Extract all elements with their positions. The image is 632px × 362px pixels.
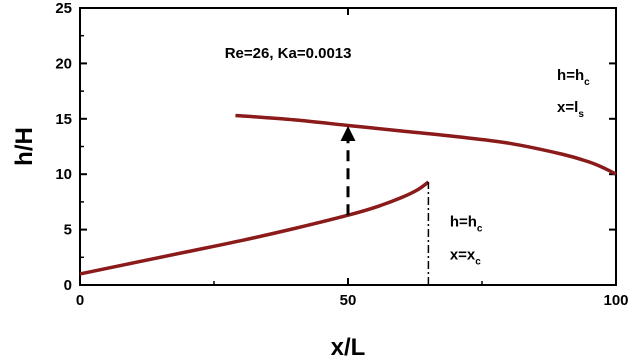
lower-annotation-line1-main: h=h <box>450 213 477 230</box>
lower-annotation-line2-main: x=x <box>450 246 476 263</box>
parameters-annotation: Re=26, Ka=0.0013 <box>225 45 352 62</box>
x-tick-label: 100 <box>603 292 628 309</box>
y-axis-label: h/H <box>11 127 38 166</box>
upper-annotation-line2-sub: s <box>578 109 584 120</box>
lower-annotation-line1-sub: c <box>477 223 483 234</box>
series-line-2 <box>235 113 617 176</box>
svg-text:h=hc: h=hc <box>557 67 590 88</box>
lower-annotation-line2-sub: c <box>475 256 481 267</box>
svg-text:x=ls: x=ls <box>557 99 584 120</box>
upper-annotation-line2-main: x=l <box>557 99 578 116</box>
y-tick-label: 0 <box>64 277 72 294</box>
upper-annotation-line1-main: h=h <box>557 67 584 84</box>
svg-text:x=xc: x=xc <box>450 246 481 267</box>
x-tick-label: 0 <box>76 292 84 309</box>
x-axis-ticks: 0 50 100 <box>76 8 629 309</box>
y-tick-label: 20 <box>55 55 72 72</box>
x-axis-label: x/L <box>331 334 366 361</box>
y-tick-label: 10 <box>55 166 72 183</box>
annotation-marks <box>340 125 430 285</box>
svg-text:h=hc: h=hc <box>450 213 483 234</box>
y-axis-ticks: 0 5 10 15 20 25 <box>55 0 616 294</box>
series-layer <box>79 113 617 276</box>
upper-branch-annotation: h=hc x=ls <box>557 67 590 120</box>
x-tick-label: 50 <box>340 292 357 309</box>
y-tick-label: 5 <box>64 222 72 239</box>
series-line-1 <box>79 180 430 276</box>
lower-branch-annotation: h=hc x=xc <box>450 213 483 267</box>
y-tick-label: 25 <box>55 0 72 17</box>
upper-annotation-line1-sub: c <box>584 77 590 88</box>
y-tick-label: 15 <box>55 111 72 128</box>
